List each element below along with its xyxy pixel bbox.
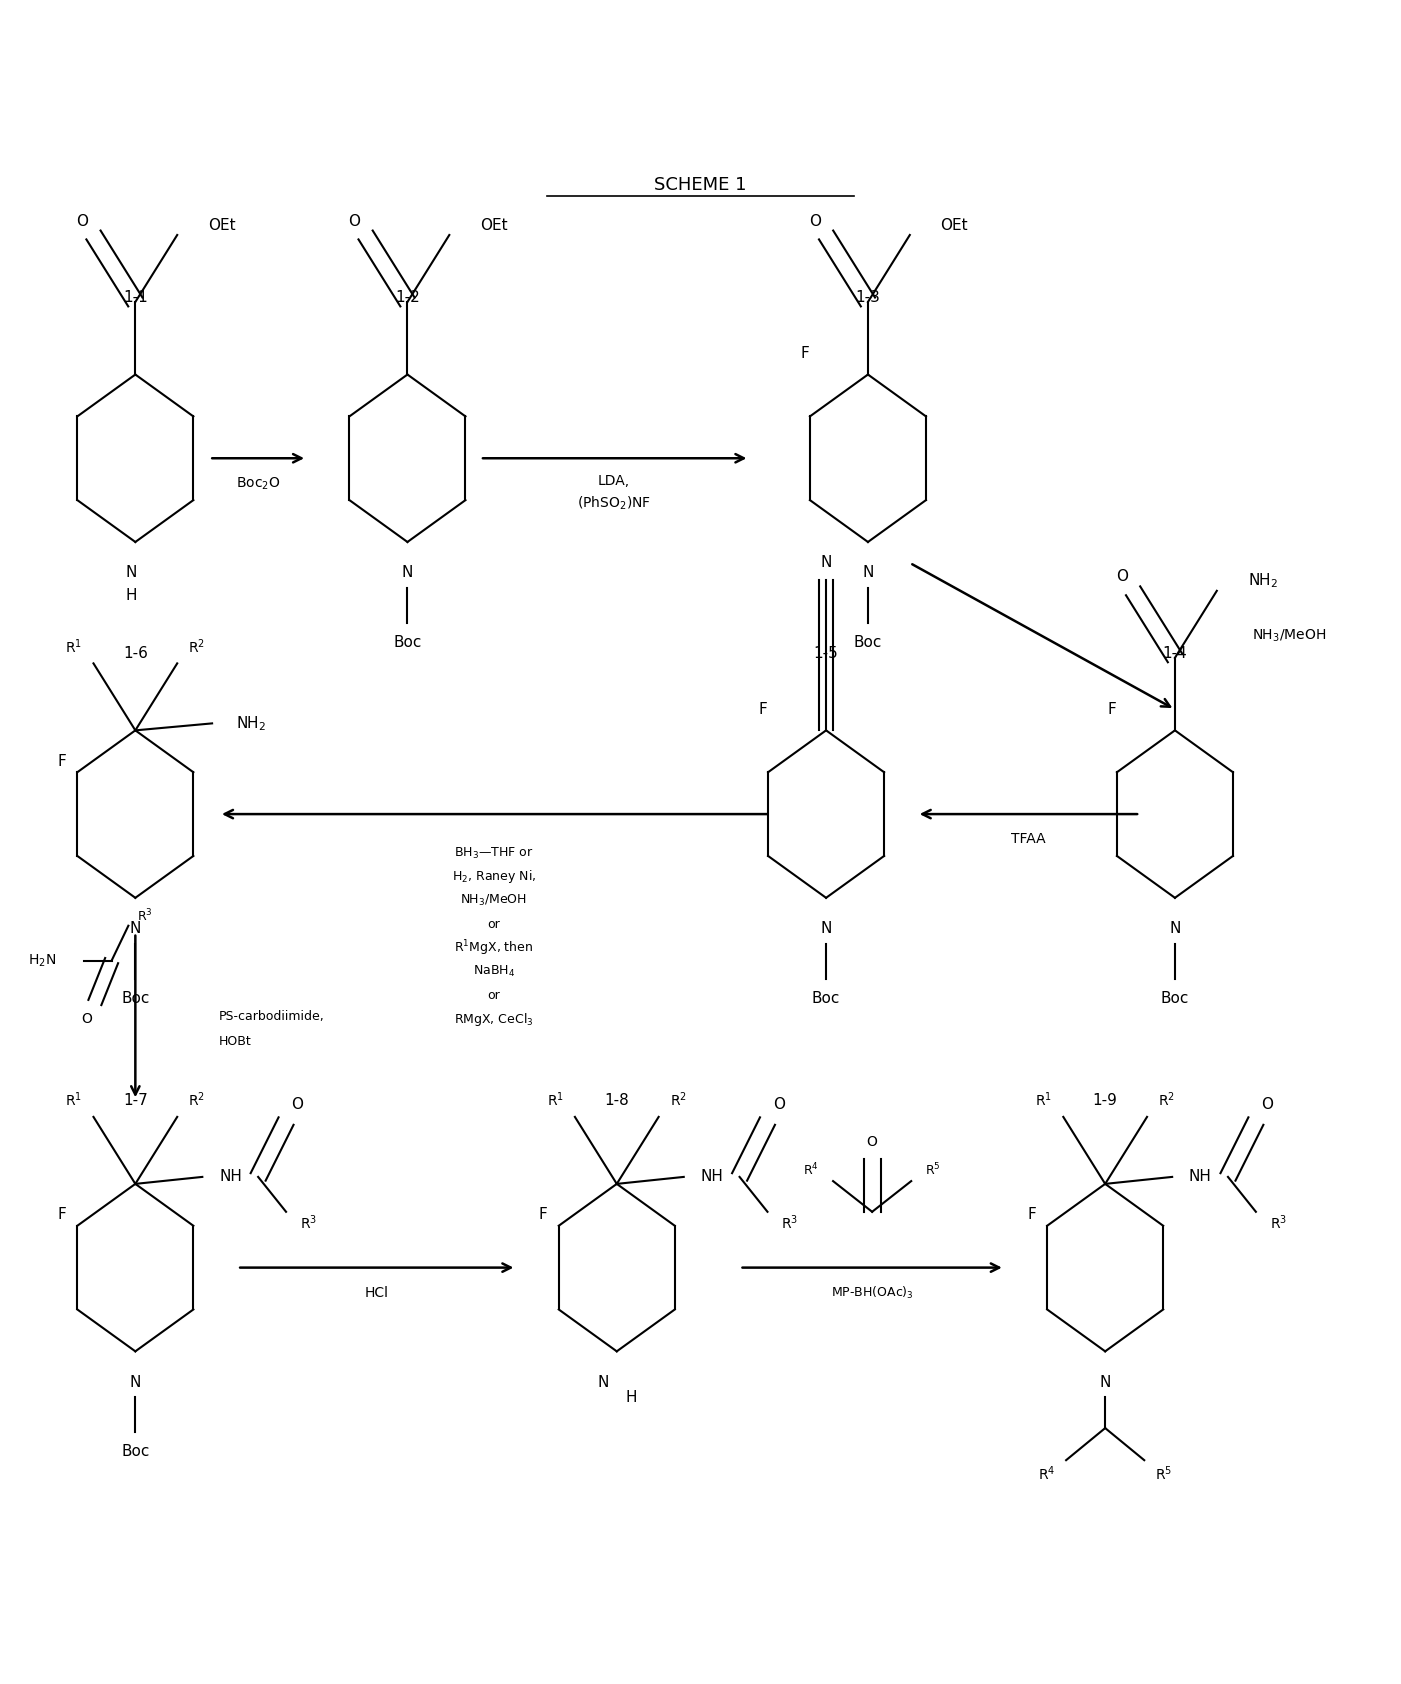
Text: F: F	[1108, 702, 1117, 717]
Text: HOBt: HOBt	[219, 1036, 252, 1047]
Text: 1-6: 1-6	[123, 647, 147, 662]
Text: Boc$_2$O: Boc$_2$O	[235, 475, 280, 492]
Text: R$^2$: R$^2$	[1159, 1091, 1175, 1110]
Text: N: N	[862, 566, 874, 581]
Text: N: N	[1100, 1374, 1111, 1389]
Text: N: N	[821, 556, 832, 571]
Text: SCHEME 1: SCHEME 1	[654, 175, 747, 194]
Text: N: N	[1170, 921, 1181, 936]
Text: H: H	[126, 588, 137, 603]
Text: MP-BH(OAc)$_3$: MP-BH(OAc)$_3$	[831, 1285, 913, 1300]
Text: R$^1$: R$^1$	[546, 1091, 563, 1110]
Text: Boc: Boc	[853, 635, 883, 650]
Text: H: H	[625, 1389, 636, 1404]
Text: F: F	[1027, 1207, 1035, 1223]
Text: HCl: HCl	[364, 1285, 388, 1300]
Text: OEt: OEt	[481, 217, 507, 232]
Text: 1-7: 1-7	[123, 1093, 147, 1108]
Text: N: N	[402, 566, 413, 581]
Text: R$^2$: R$^2$	[188, 1091, 206, 1110]
Text: 1-9: 1-9	[1093, 1093, 1118, 1108]
Text: O: O	[1117, 569, 1128, 584]
Text: O: O	[349, 214, 360, 229]
Text: (PhSO$_2$)NF: (PhSO$_2$)NF	[577, 493, 651, 512]
Text: LDA,: LDA,	[598, 473, 630, 488]
Text: F: F	[759, 702, 768, 717]
Text: 1-3: 1-3	[856, 290, 880, 305]
Text: N: N	[130, 1374, 142, 1389]
Text: 1-1: 1-1	[123, 290, 147, 305]
Text: O: O	[1261, 1096, 1274, 1111]
Text: R$^5$: R$^5$	[1156, 1465, 1173, 1484]
Text: F: F	[57, 1207, 66, 1223]
Text: 1-8: 1-8	[604, 1093, 629, 1108]
Text: R$^2$: R$^2$	[188, 637, 206, 657]
Text: F: F	[800, 347, 810, 360]
Text: H$_2$, Raney Ni,: H$_2$, Raney Ni,	[453, 869, 537, 886]
Text: NH$_2$: NH$_2$	[1247, 571, 1278, 591]
Text: R$^4$: R$^4$	[803, 1162, 820, 1179]
Text: N: N	[126, 566, 137, 581]
Text: Boc: Boc	[394, 635, 422, 650]
Text: R$^4$: R$^4$	[1038, 1465, 1055, 1484]
Text: 1-4: 1-4	[1163, 647, 1187, 662]
Text: H$_2$N: H$_2$N	[28, 953, 56, 968]
Text: NH: NH	[700, 1169, 723, 1184]
Text: O: O	[81, 1012, 92, 1026]
Text: N: N	[821, 921, 832, 936]
Text: NH: NH	[1189, 1169, 1212, 1184]
Text: R$^1$MgX, then: R$^1$MgX, then	[454, 938, 534, 958]
Text: N: N	[130, 921, 142, 936]
Text: Boc: Boc	[120, 990, 150, 1005]
Text: NH$_3$/MeOH: NH$_3$/MeOH	[461, 893, 527, 908]
Text: or: or	[488, 989, 500, 1002]
Text: RMgX, CeCl$_3$: RMgX, CeCl$_3$	[454, 1010, 534, 1027]
Text: R$^3$: R$^3$	[300, 1214, 317, 1233]
Text: R$^3$: R$^3$	[782, 1214, 799, 1233]
Text: TFAA: TFAA	[1012, 832, 1045, 845]
Text: BH$_3$—THF or: BH$_3$—THF or	[454, 845, 534, 861]
Text: Boc: Boc	[1161, 990, 1189, 1005]
Text: Boc: Boc	[813, 990, 841, 1005]
Text: 1-2: 1-2	[395, 290, 420, 305]
Text: F: F	[57, 753, 66, 768]
Text: OEt: OEt	[207, 217, 235, 232]
Text: R$^1$: R$^1$	[66, 637, 83, 657]
Text: O: O	[808, 214, 821, 229]
Text: 1-5: 1-5	[814, 647, 838, 662]
Text: N: N	[597, 1374, 608, 1389]
Text: NaBH$_4$: NaBH$_4$	[474, 965, 516, 980]
Text: R$^1$: R$^1$	[1035, 1091, 1052, 1110]
Text: O: O	[772, 1096, 785, 1111]
Text: R$^3$: R$^3$	[137, 908, 153, 925]
Text: R$^1$: R$^1$	[66, 1091, 83, 1110]
Text: OEt: OEt	[940, 217, 968, 232]
Text: R$^5$: R$^5$	[925, 1162, 941, 1179]
Text: NH$_2$: NH$_2$	[235, 714, 266, 733]
Text: PS-carbodiimide,: PS-carbodiimide,	[219, 1010, 325, 1022]
Text: F: F	[539, 1207, 548, 1223]
Text: R$^3$: R$^3$	[1269, 1214, 1288, 1233]
Text: Boc: Boc	[120, 1445, 150, 1460]
Text: NH: NH	[219, 1169, 242, 1184]
Text: R$^2$: R$^2$	[670, 1091, 686, 1110]
Text: O: O	[76, 214, 88, 229]
Text: O: O	[867, 1135, 877, 1148]
Text: O: O	[291, 1096, 303, 1111]
Text: NH$_3$/MeOH: NH$_3$/MeOH	[1251, 628, 1325, 645]
Text: or: or	[488, 918, 500, 931]
